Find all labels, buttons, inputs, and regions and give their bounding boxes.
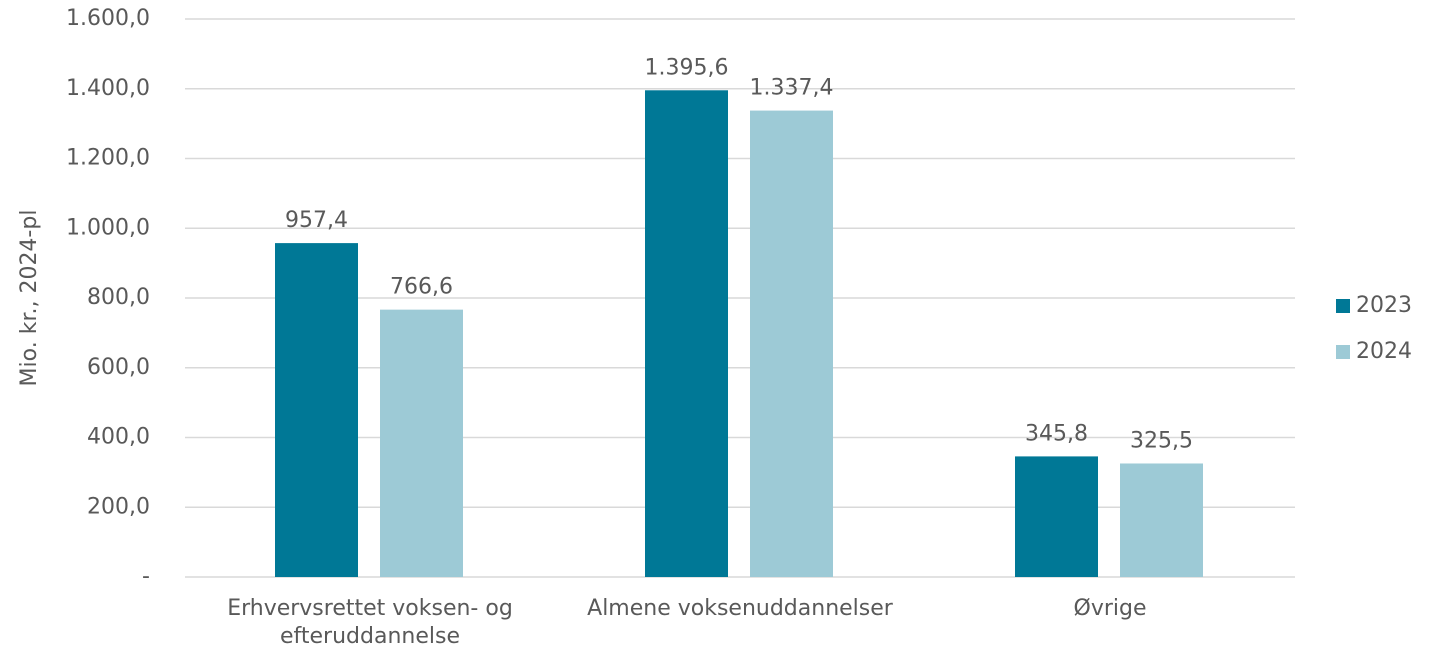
legend-swatch [1336,345,1350,359]
y-tick-label: - [142,564,150,589]
y-tick-label: 600,0 [87,355,150,380]
y-tick-label: 1.200,0 [66,146,150,171]
data-label: 1.337,4 [750,76,834,101]
bar [750,110,833,577]
y-tick-label: 1.600,0 [66,6,150,31]
y-tick-label: 200,0 [87,494,150,519]
x-tick-label: Øvrige [1073,596,1147,621]
legend-label: 2024 [1356,339,1412,364]
bar [1120,463,1203,577]
data-label: 325,5 [1130,428,1193,453]
legend-label: 2023 [1356,293,1412,318]
y-tick-label: 1.400,0 [66,76,150,101]
data-label: 1.395,6 [645,55,729,80]
y-tick-label: 400,0 [87,425,150,450]
y-axis-label: Mio. kr., 2024-pl [17,210,42,387]
bar [275,243,358,577]
x-tick-label: Almene voksenuddannelser [587,596,893,621]
legend-swatch [1336,299,1350,313]
data-label: 766,6 [390,275,453,300]
y-tick-label: 1.000,0 [66,215,150,240]
bar [645,90,728,578]
x-tick-label: Erhvervsrettet voksen- og efteruddannels… [227,596,513,648]
data-label: 345,8 [1025,421,1088,446]
bar [1015,456,1098,577]
data-label: 957,4 [285,208,348,233]
y-tick-label: 800,0 [87,285,150,310]
bar [380,309,463,577]
